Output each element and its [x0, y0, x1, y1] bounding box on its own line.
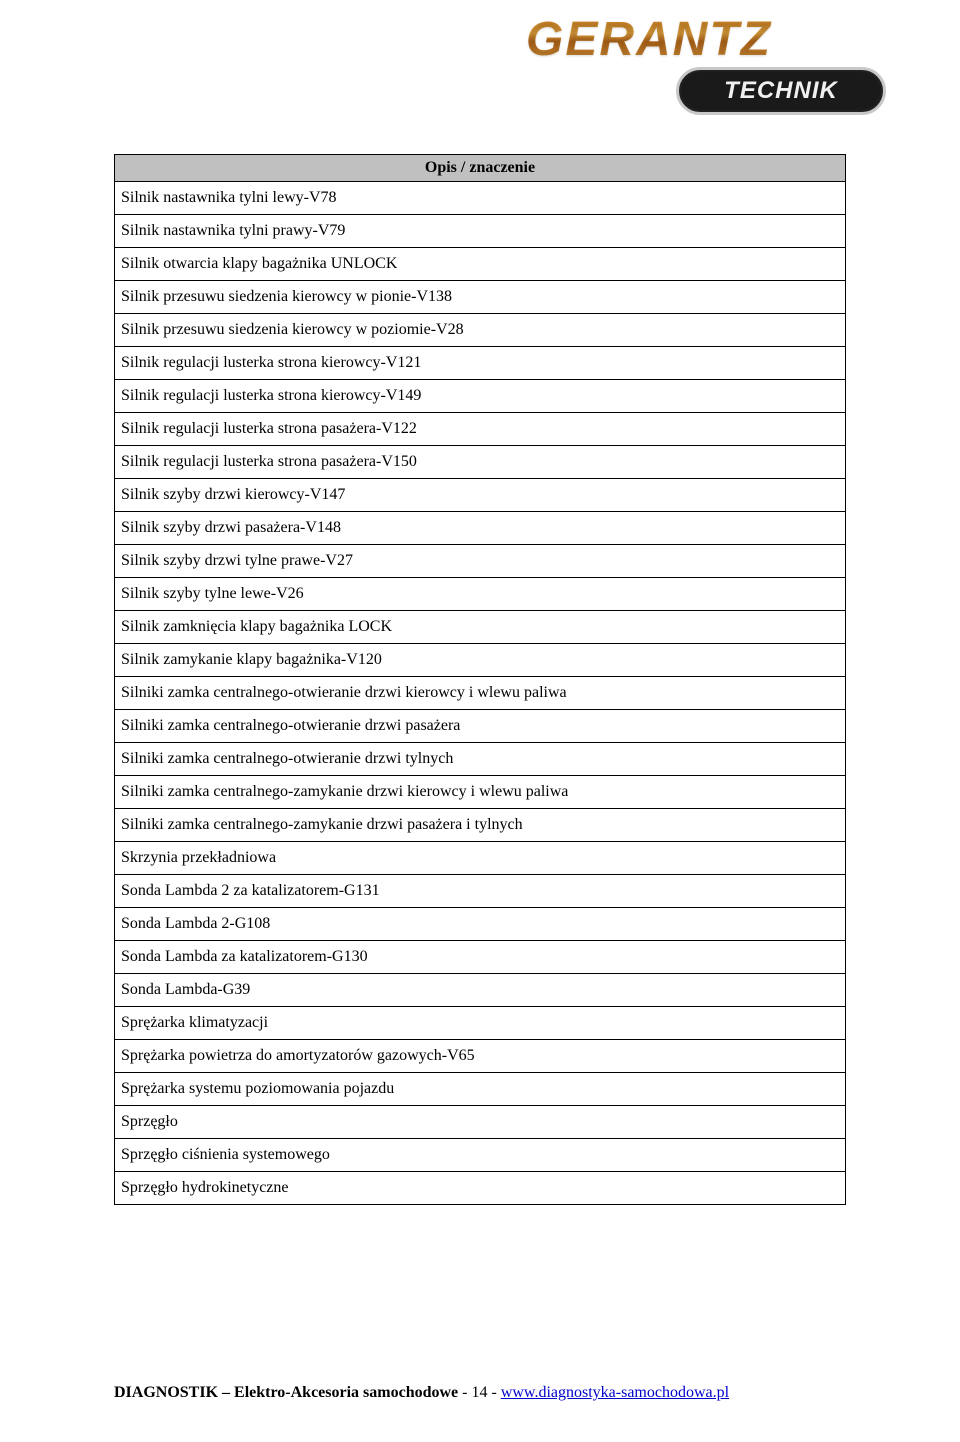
- table-row: Silnik regulacji lusterka strona pasażer…: [115, 413, 846, 446]
- table-cell: Silnik szyby drzwi kierowcy-V147: [115, 479, 846, 512]
- table-cell: Silnik przesuwu siedzenia kierowcy w pio…: [115, 281, 846, 314]
- table-row: Silnik przesuwu siedzenia kierowcy w pio…: [115, 281, 846, 314]
- footer-company: DIAGNOSTIK – Elektro-Akcesoria samochodo…: [114, 1384, 458, 1401]
- table-row: Silnik nastawnika tylni prawy-V79: [115, 215, 846, 248]
- table-row: Sprzęgło ciśnienia systemowego: [115, 1139, 846, 1172]
- table-row: Silniki zamka centralnego-otwieranie drz…: [115, 743, 846, 776]
- table-cell: Sprężarka systemu poziomowania pojazdu: [115, 1073, 846, 1106]
- table-row: Silnik nastawnika tylni lewy-V78: [115, 182, 846, 215]
- table-cell: Sonda Lambda-G39: [115, 974, 846, 1007]
- table-cell: Sonda Lambda za katalizatorem-G130: [115, 941, 846, 974]
- table-row: Silniki zamka centralnego-otwieranie drz…: [115, 677, 846, 710]
- table-row: Silnik regulacji lusterka strona pasażer…: [115, 446, 846, 479]
- table-row: Silnik regulacji lusterka strona kierowc…: [115, 380, 846, 413]
- table-cell: Silniki zamka centralnego-zamykanie drzw…: [115, 776, 846, 809]
- table-row: Silnik przesuwu siedzenia kierowcy w poz…: [115, 314, 846, 347]
- table-row: Sprężarka klimatyzacji: [115, 1007, 846, 1040]
- table-cell: Silnik regulacji lusterka strona kierowc…: [115, 347, 846, 380]
- table-row: Silniki zamka centralnego-zamykanie drzw…: [115, 809, 846, 842]
- table-cell: Silnik zamknięcia klapy bagażnika LOCK: [115, 611, 846, 644]
- table-row: Silnik szyby drzwi pasażera-V148: [115, 512, 846, 545]
- table-cell: Silniki zamka centralnego-otwieranie drz…: [115, 710, 846, 743]
- table-cell: Silniki zamka centralnego-zamykanie drzw…: [115, 809, 846, 842]
- table-row: Silnik regulacji lusterka strona kierowc…: [115, 347, 846, 380]
- table-cell: Silnik szyby tylne lewe-V26: [115, 578, 846, 611]
- table-header: Opis / znaczenie: [115, 155, 846, 182]
- brand-badge: TECHNIK: [676, 67, 886, 115]
- table-cell: Silnik zamykanie klapy bagażnika-V120: [115, 644, 846, 677]
- table-cell: Sonda Lambda 2-G108: [115, 908, 846, 941]
- table-cell: Silnik regulacji lusterka strona pasażer…: [115, 413, 846, 446]
- footer-page: - 14 -: [458, 1384, 501, 1401]
- table-row: Sonda Lambda za katalizatorem-G130: [115, 941, 846, 974]
- table-cell: Silnik nastawnika tylni lewy-V78: [115, 182, 846, 215]
- table-row: Silniki zamka centralnego-zamykanie drzw…: [115, 776, 846, 809]
- brand-logo: GERANTZ TECHNIK: [526, 18, 888, 126]
- page-footer: DIAGNOSTIK – Elektro-Akcesoria samochodo…: [114, 1384, 846, 1402]
- table-row: Sprężarka systemu poziomowania pojazdu: [115, 1073, 846, 1106]
- table-cell: Silniki zamka centralnego-otwieranie drz…: [115, 743, 846, 776]
- table-row: Silnik szyby drzwi tylne prawe-V27: [115, 545, 846, 578]
- table-cell: Silnik szyby drzwi tylne prawe-V27: [115, 545, 846, 578]
- table-cell: Sonda Lambda 2 za katalizatorem-G131: [115, 875, 846, 908]
- table-cell: Sprężarka powietrza do amortyzatorów gaz…: [115, 1040, 846, 1073]
- table-row: Silniki zamka centralnego-otwieranie drz…: [115, 710, 846, 743]
- table-row: Sonda Lambda 2-G108: [115, 908, 846, 941]
- table-cell: Sprzęgło: [115, 1106, 846, 1139]
- table-cell: Silnik regulacji lusterka strona pasażer…: [115, 446, 846, 479]
- table-cell: Silnik przesuwu siedzenia kierowcy w poz…: [115, 314, 846, 347]
- description-table: Opis / znaczenie Silnik nastawnika tylni…: [114, 154, 846, 1205]
- table-cell: Silniki zamka centralnego-otwieranie drz…: [115, 677, 846, 710]
- table-row: Sonda Lambda-G39: [115, 974, 846, 1007]
- table-cell: Skrzynia przekładniowa: [115, 842, 846, 875]
- table-row: Sprzęgło hydrokinetyczne: [115, 1172, 846, 1205]
- table-row: Sprzęgło: [115, 1106, 846, 1139]
- table-row: Skrzynia przekładniowa: [115, 842, 846, 875]
- table-body: Silnik nastawnika tylni lewy-V78Silnik n…: [115, 182, 846, 1205]
- brand-subname: TECHNIK: [724, 77, 838, 105]
- table-cell: Sprężarka klimatyzacji: [115, 1007, 846, 1040]
- table-row: Silnik szyby tylne lewe-V26: [115, 578, 846, 611]
- table-row: Silnik szyby drzwi kierowcy-V147: [115, 479, 846, 512]
- table-row: Silnik otwarcia klapy bagażnika UNLOCK: [115, 248, 846, 281]
- table-cell: Silnik nastawnika tylni prawy-V79: [115, 215, 846, 248]
- table-cell: Sprzęgło hydrokinetyczne: [115, 1172, 846, 1205]
- footer-link[interactable]: www.diagnostyka-samochodowa.pl: [501, 1384, 729, 1401]
- table-cell: Silnik otwarcia klapy bagażnika UNLOCK: [115, 248, 846, 281]
- table-row: Sonda Lambda 2 za katalizatorem-G131: [115, 875, 846, 908]
- table-row: Silnik zamknięcia klapy bagażnika LOCK: [115, 611, 846, 644]
- table-cell: Silnik regulacji lusterka strona kierowc…: [115, 380, 846, 413]
- table-cell: Sprzęgło ciśnienia systemowego: [115, 1139, 846, 1172]
- table-row: Silnik zamykanie klapy bagażnika-V120: [115, 644, 846, 677]
- table-row: Sprężarka powietrza do amortyzatorów gaz…: [115, 1040, 846, 1073]
- table-cell: Silnik szyby drzwi pasażera-V148: [115, 512, 846, 545]
- brand-name: GERANTZ: [526, 18, 888, 61]
